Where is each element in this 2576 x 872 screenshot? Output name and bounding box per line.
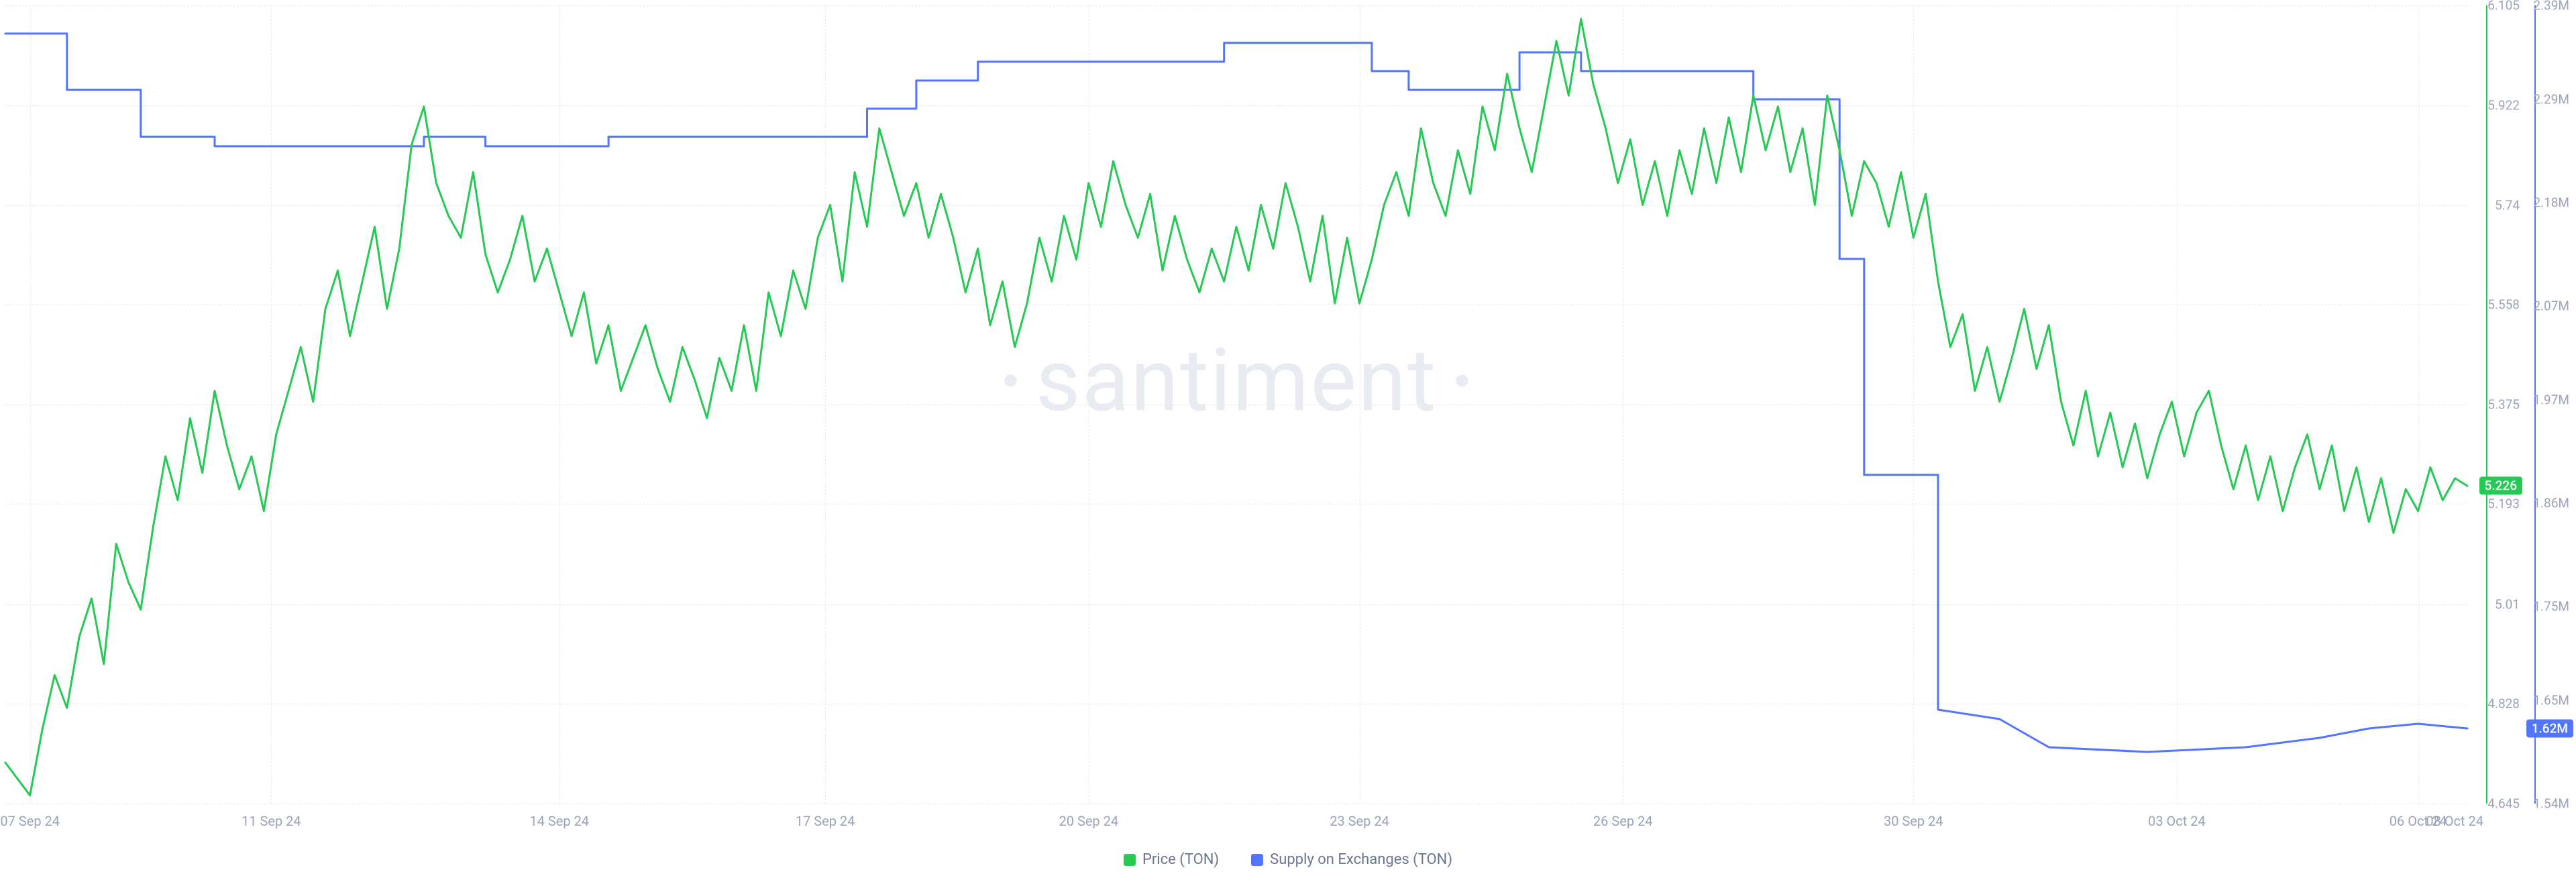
supply-line xyxy=(5,34,2467,752)
x-axis-end-label: 08 Oct 24 xyxy=(2426,813,2483,829)
chart-legend: Price (TON) Supply on Exchanges (TON) xyxy=(1124,851,1452,868)
chart-lines-svg xyxy=(5,5,2467,804)
legend-swatch-price xyxy=(1124,854,1136,866)
y-tick-supply: 2.39M xyxy=(2533,0,2569,13)
chart-plot-area[interactable]: santiment xyxy=(5,5,2467,804)
y-tick-price: 5.558 xyxy=(2487,296,2520,312)
chart-container: santiment 6.105 5.922 5.74 5.558 5.375 5.193 5… xyxy=(0,0,2576,872)
y-tick-price: 4.645 xyxy=(2487,796,2520,812)
y-tick-price: 5.922 xyxy=(2487,98,2520,113)
legend-label-supply: Supply on Exchanges (TON) xyxy=(1270,851,1452,868)
y-tick-price: 4.828 xyxy=(2487,696,2520,711)
y-tick-supply: 2.07M xyxy=(2533,298,2569,314)
y-tick-supply: 2.18M xyxy=(2533,195,2569,211)
y-tick-supply: 1.97M xyxy=(2533,392,2569,408)
x-end-label-text: 08 Oct 24 xyxy=(2426,813,2483,829)
x-tick-label: 11 Sep 24 xyxy=(241,813,301,829)
x-tick-label: 07 Sep 24 xyxy=(0,813,60,829)
y-tick-price: 5.375 xyxy=(2487,397,2520,413)
price-current-badge: 5.226 xyxy=(2479,477,2522,495)
y-tick-supply: 1.86M xyxy=(2533,496,2569,511)
legend-item-price[interactable]: Price (TON) xyxy=(1124,851,1219,868)
supply-current-value: 1.62M xyxy=(2532,721,2568,737)
y-tick-supply: 1.75M xyxy=(2533,599,2569,614)
x-tick-label: 26 Sep 24 xyxy=(1593,813,1653,829)
y-tick-price: 5.193 xyxy=(2487,496,2520,512)
price-current-value: 5.226 xyxy=(2485,478,2517,494)
x-tick-label: 23 Sep 24 xyxy=(1330,813,1389,829)
price-line xyxy=(5,19,2467,795)
y-tick-supply: 2.29M xyxy=(2533,92,2569,107)
legend-label-price: Price (TON) xyxy=(1142,851,1219,868)
x-tick-label: 03 Oct 24 xyxy=(2148,813,2206,829)
legend-swatch-supply xyxy=(1251,854,1263,866)
x-tick-label: 17 Sep 24 xyxy=(796,813,855,829)
x-tick-label: 14 Sep 24 xyxy=(529,813,589,829)
y-tick-supply: 1.65M xyxy=(2533,693,2569,708)
supply-current-badge: 1.62M xyxy=(2526,720,2573,738)
y-tick-price: 5.74 xyxy=(2495,197,2520,213)
x-tick-label: 30 Sep 24 xyxy=(1884,813,1943,829)
x-tick-label: 20 Sep 24 xyxy=(1059,813,1119,829)
y-tick-supply: 1.54M xyxy=(2533,796,2569,812)
legend-item-supply[interactable]: Supply on Exchanges (TON) xyxy=(1251,851,1452,868)
y-tick-price: 6.105 xyxy=(2487,0,2520,13)
y-tick-price: 5.01 xyxy=(2495,596,2520,612)
